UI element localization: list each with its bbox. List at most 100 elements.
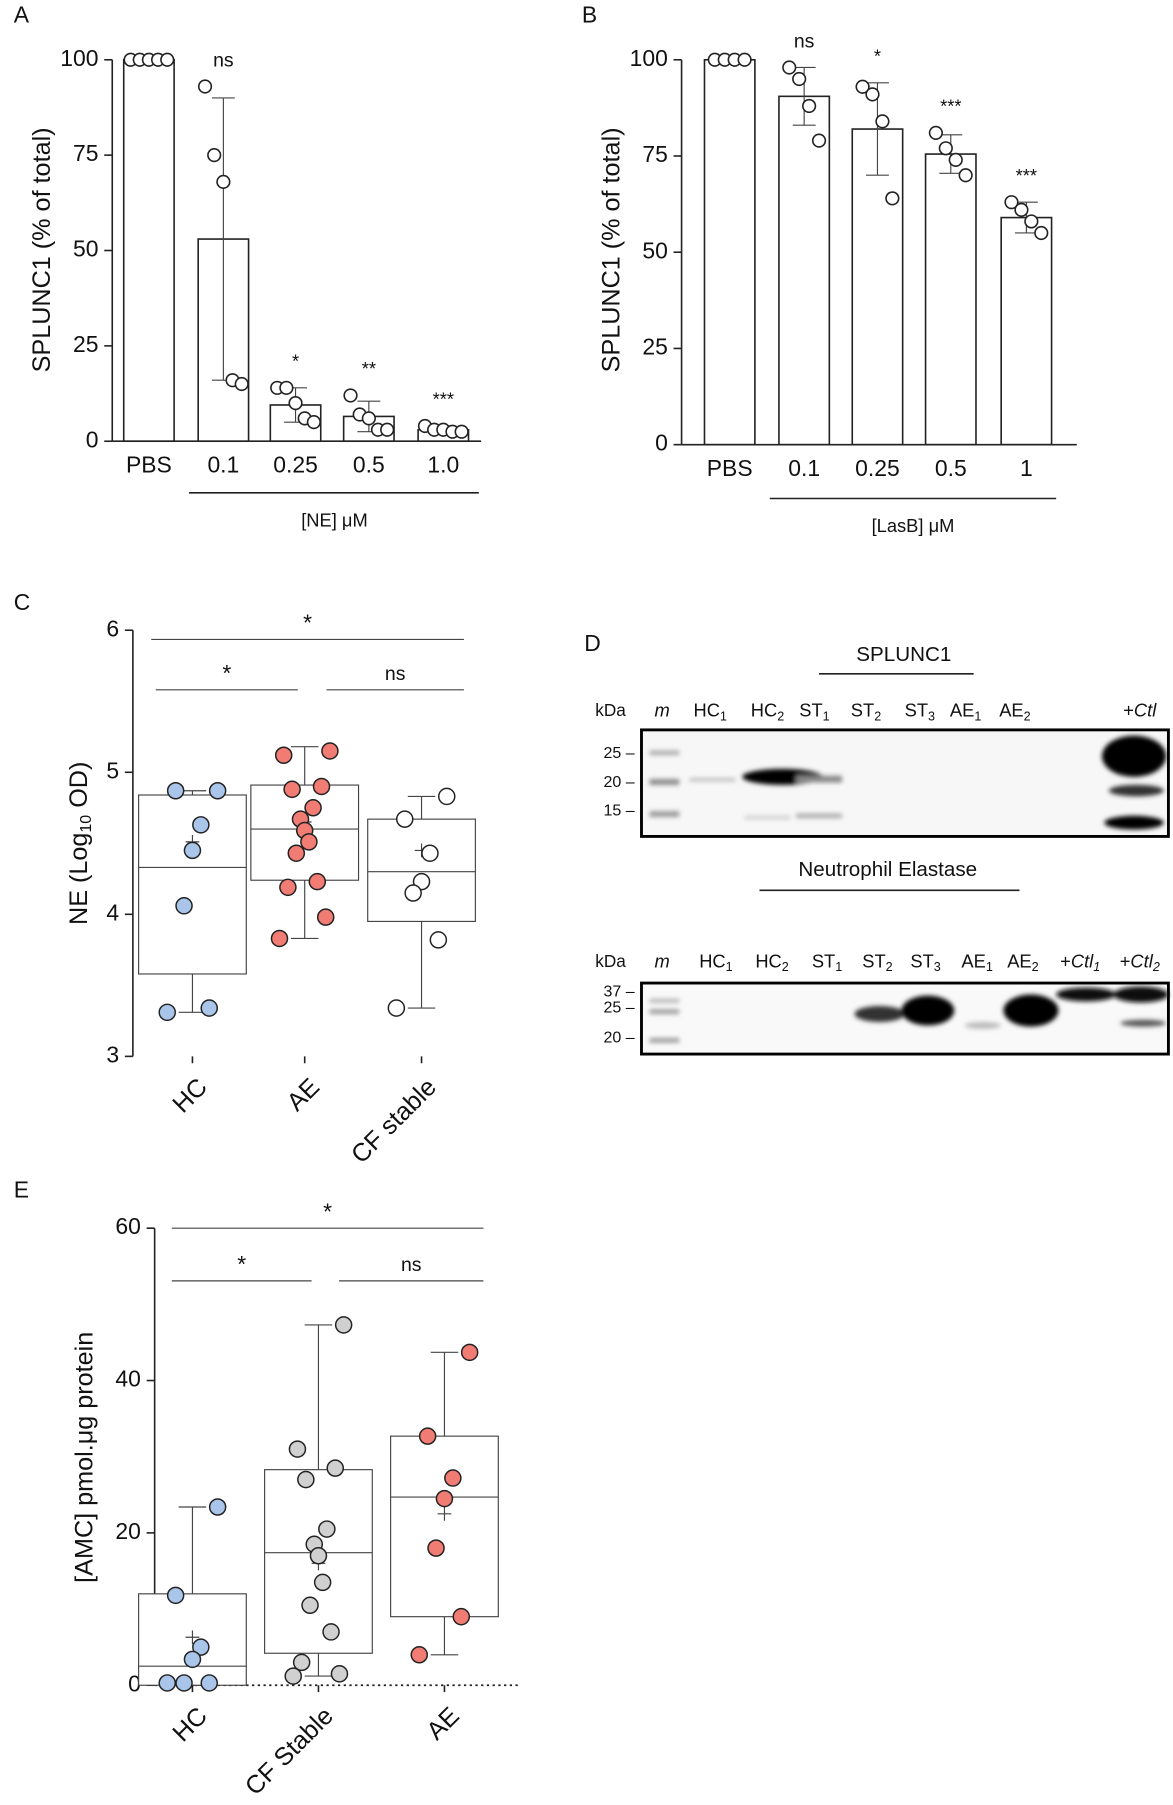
x-tick-label: HC	[167, 1702, 213, 1748]
x-tick-label: 0.25	[855, 455, 900, 481]
data-point	[421, 844, 439, 863]
marker-lane-label: m	[654, 950, 669, 971]
lane-label: HC1	[699, 950, 732, 974]
x-tick-label: 1.0	[427, 451, 459, 477]
y-tick-label: 3	[106, 1041, 119, 1067]
data-point	[435, 1489, 454, 1508]
blot-title: SPLUNC1	[856, 643, 951, 666]
lane-sub: 3	[928, 710, 935, 724]
y-tick-label: 50	[642, 237, 667, 263]
data-point	[380, 422, 395, 437]
data-point	[313, 1573, 332, 1592]
x-axis-label: [NE] μM	[301, 509, 368, 530]
lane-sub: 1	[720, 710, 727, 724]
data-point	[875, 114, 890, 129]
comparison-label: *	[222, 660, 231, 686]
data-point	[1004, 195, 1019, 210]
x-tick-label: 1	[1020, 455, 1033, 481]
y-axis-label: SPLUNC1 (% of total)	[598, 127, 626, 372]
y-axis-label: SPLUNC1 (% of total)	[28, 127, 56, 372]
data-point	[292, 1653, 311, 1672]
significance: **	[362, 358, 376, 379]
significance: *	[874, 46, 881, 67]
data-point	[322, 1623, 340, 1641]
lane-label: HC1	[693, 699, 726, 723]
mean-marker	[185, 1630, 200, 1645]
data-point	[306, 415, 321, 430]
lane-main: +	[1123, 699, 1134, 720]
data-point	[183, 1650, 202, 1669]
lane-main: ST	[862, 950, 885, 971]
data-point	[938, 141, 953, 156]
data-point	[304, 799, 322, 817]
lane-label: ST3	[910, 950, 940, 974]
data-point	[437, 787, 456, 806]
y-tick-label: 5	[106, 757, 119, 783]
lane-sub: 2	[886, 960, 893, 974]
panel-letter: C	[14, 589, 31, 615]
lane-label: HC2	[751, 699, 784, 723]
bar	[851, 128, 904, 446]
x-tick-label: PBS	[707, 455, 753, 481]
data-point	[216, 174, 231, 189]
data-point	[166, 781, 185, 800]
mean-marker	[437, 1506, 452, 1521]
box	[138, 794, 247, 975]
size-marker: 25 –	[603, 744, 634, 762]
lane-main: ST	[812, 950, 835, 971]
lane-label: ST3	[905, 699, 935, 723]
data-point	[279, 380, 294, 395]
y-tick-label: 25	[642, 333, 667, 359]
lane-main: AE	[950, 699, 974, 720]
data-point	[288, 395, 303, 411]
lane-label: AE1	[961, 950, 992, 974]
y-tick-label: 25	[73, 331, 98, 357]
lane-main: AE	[1007, 950, 1031, 971]
box	[250, 784, 360, 881]
data-point	[958, 168, 973, 183]
lane-sub: 3	[934, 960, 941, 974]
bar	[703, 58, 756, 446]
marker-lane-label: m	[654, 699, 669, 720]
lane-sub: 2	[777, 710, 784, 724]
significance: ***	[940, 96, 961, 117]
data-point	[301, 1596, 319, 1615]
data-point	[948, 152, 963, 167]
data-point	[404, 884, 422, 902]
x-tick-label: AE	[421, 1702, 465, 1746]
error-bar	[939, 134, 963, 174]
data-point	[158, 1003, 177, 1022]
lane-main: +	[1120, 950, 1131, 971]
size-marker: 15 –	[603, 801, 634, 819]
data-point	[192, 1638, 210, 1656]
y-tick-label: 75	[642, 141, 667, 167]
lane-sub: 2	[782, 960, 789, 974]
data-point	[308, 872, 327, 891]
significance: ns	[794, 30, 815, 52]
unit-label: kDa	[595, 951, 626, 971]
y-axis-label-part: OD)	[65, 762, 93, 815]
lane-label: +Ctl1	[1060, 950, 1100, 974]
bar	[924, 153, 977, 446]
data-point	[865, 87, 880, 102]
data-point	[234, 376, 249, 392]
data-point	[395, 810, 414, 828]
data-point	[427, 1539, 445, 1557]
data-point	[343, 388, 358, 403]
data-point	[158, 1674, 177, 1692]
comparison-label: *	[323, 1198, 332, 1224]
y-tick-label: 75	[73, 140, 98, 166]
data-point	[288, 1440, 307, 1458]
data-point	[316, 908, 335, 926]
x-tick-label: 0.1	[207, 451, 239, 477]
bar	[1000, 216, 1053, 446]
x-axis-label: [LasB] μM	[872, 515, 955, 536]
data-point	[192, 816, 210, 834]
size-marker: 25 –	[603, 998, 634, 1016]
data-point	[279, 878, 297, 897]
y-tick-label: 50	[73, 236, 98, 262]
panel-letter: D	[584, 630, 601, 656]
data-point	[802, 98, 817, 114]
lane-sub: 1	[835, 960, 842, 974]
size-marker: 20 –	[603, 773, 634, 791]
